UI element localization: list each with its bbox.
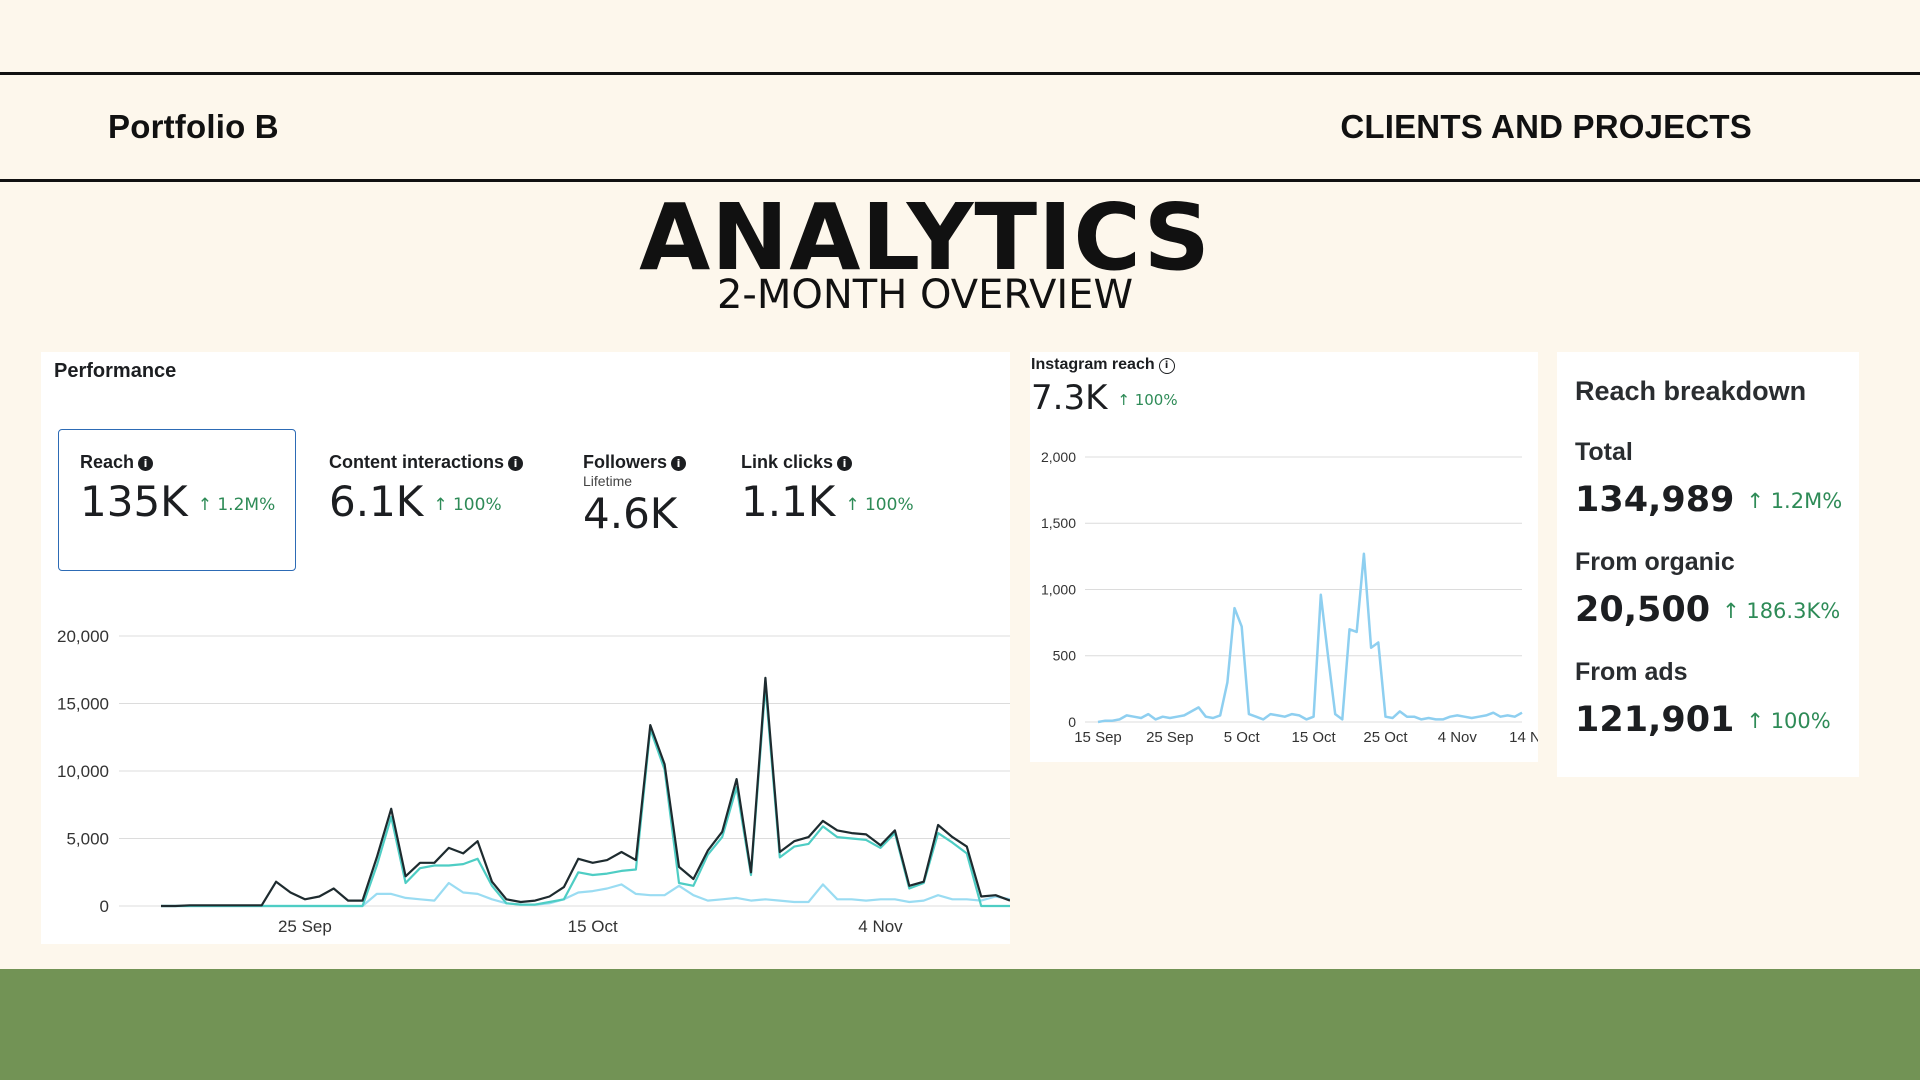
y-tick-label: 1,500: [1041, 515, 1076, 531]
instagram-reach-panel: Instagram reach i 7.3K ↑ 100% 0 500 1,000 1,5…: [1030, 352, 1538, 762]
x-tick-label: 5 Oct: [1224, 729, 1261, 746]
metric-followers[interactable]: Followers i Lifetime 4.6K: [583, 452, 687, 538]
series-line: [161, 676, 1010, 908]
reach-breakdown-panel: Reach breakdown Total 134,989 ↑ 1.2M% Fro…: [1557, 352, 1859, 777]
instagram-reach-title: Instagram reach: [1031, 356, 1155, 373]
breakdown-ads-row: 121,901 ↑ 100%: [1575, 700, 1831, 740]
top-rule: [0, 72, 1920, 75]
y-tick-label: 500: [1053, 648, 1077, 664]
portfolio-label: Portfolio B: [108, 108, 279, 145]
x-tick-label: 25 Sep: [278, 917, 332, 936]
x-tick-label: 15 Oct: [1291, 729, 1336, 746]
trend-badge: ↑ 186.3K%: [1722, 599, 1841, 623]
x-tick-label: 4 Nov: [1438, 729, 1478, 746]
trend-badge: ↑ 100%: [1117, 391, 1178, 409]
breakdown-total-value: 134,989: [1575, 480, 1735, 520]
x-tick-label: 4 Nov: [858, 917, 903, 936]
y-tick-label: 0: [100, 897, 109, 916]
performance-panel: Performance Reach i 135K ↑ 1.2M% Content i…: [41, 352, 1010, 944]
metric-reach[interactable]: Reach i 135K ↑ 1.2M%: [80, 452, 275, 526]
metric-value: 6.1K: [329, 477, 424, 526]
series-line: [161, 684, 1010, 908]
info-icon[interactable]: i: [671, 456, 687, 471]
metric-label: Link clicks: [741, 452, 834, 472]
info-icon[interactable]: i: [508, 456, 524, 471]
trend-badge: ↑ 1.2M%: [1746, 489, 1843, 513]
info-icon[interactable]: i: [1158, 358, 1175, 374]
section-label: CLIENTS AND PROJECTS: [1340, 108, 1752, 145]
footer-band: [0, 969, 1920, 1080]
trend-badge: ↑ 1.2M%: [197, 495, 276, 515]
reach-breakdown-title: Reach breakdown: [1575, 376, 1807, 406]
breakdown-total-row: 134,989 ↑ 1.2M%: [1575, 480, 1842, 520]
trend-badge: ↑ 100%: [1746, 709, 1831, 733]
y-tick-label: 1,000: [1041, 581, 1076, 597]
breakdown-ads-value: 121,901: [1575, 700, 1735, 740]
metric-value: 1.1K: [741, 477, 836, 526]
x-tick-label: 25 Sep: [1146, 729, 1194, 746]
y-tick-label: 10,000: [57, 762, 109, 781]
y-tick-label: 2,000: [1041, 449, 1076, 465]
instagram-reach-line-chart: 0 500 1,000 1,500 2,000 15 Sep 25 Sep 5 Oct 15 O…: [1041, 449, 1538, 746]
trend-badge: ↑ 100%: [845, 495, 914, 515]
x-tick-label: 14 No: [1509, 729, 1538, 746]
y-tick-label: 15,000: [57, 694, 109, 713]
series-line: [161, 881, 1010, 908]
x-tick-label: 25 Oct: [1363, 729, 1408, 746]
breakdown-organic-value: 20,500: [1575, 590, 1711, 630]
instagram-reach-value: 7.3K: [1031, 378, 1108, 418]
breakdown-organic-row: 20,500 ↑ 186.3K%: [1575, 590, 1840, 630]
trend-badge: ↑ 100%: [433, 495, 502, 515]
metric-label: Followers: [583, 452, 668, 472]
metric-label: Reach: [80, 452, 135, 472]
series-line: [1097, 552, 1523, 724]
x-tick-label: 15 Oct: [568, 917, 618, 936]
reach-metric-card[interactable]: [58, 429, 296, 571]
y-tick-label: 0: [1068, 714, 1076, 730]
info-icon[interactable]: i: [837, 456, 853, 471]
metric-value: 135K: [80, 477, 188, 526]
metric-value: 4.6K: [583, 489, 678, 538]
breakdown-organic-label: From organic: [1575, 548, 1735, 576]
metric-label: Content interactions: [329, 452, 505, 472]
performance-line-chart: 0 5,000 10,000 15,000 20,000 25 Sep 15 Oct 4 No…: [57, 627, 1010, 936]
y-tick-label: 20,000: [57, 627, 109, 646]
info-icon[interactable]: i: [138, 456, 154, 471]
y-tick-label: 5,000: [66, 829, 109, 848]
header-bottom-rule: [0, 179, 1920, 182]
page-subtitle: 2-MONTH OVERVIEW: [716, 272, 1134, 318]
performance-title: Performance: [54, 360, 177, 382]
x-tick-label: 15 Sep: [1074, 729, 1122, 746]
metric-sub-label: Lifetime: [583, 473, 633, 489]
page-title: ANALYTICS: [639, 184, 1211, 291]
breakdown-total-label: Total: [1575, 438, 1633, 466]
metric-content-interactions[interactable]: Content interactions i 6.1K ↑ 100%: [329, 452, 524, 526]
breakdown-ads-label: From ads: [1575, 658, 1688, 686]
metric-link-clicks[interactable]: Link clicks i 1.1K ↑ 100%: [741, 452, 914, 526]
